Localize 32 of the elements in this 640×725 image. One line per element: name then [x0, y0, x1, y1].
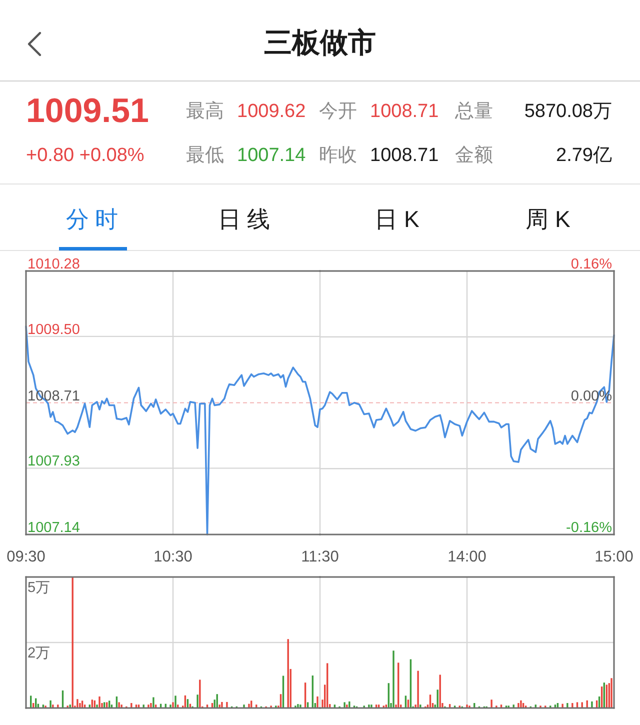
y-tick-label: 1009.50 — [28, 322, 80, 338]
x-tick-label: 09:30 — [6, 548, 46, 566]
text: 金额 — [455, 144, 493, 166]
text: 最高 — [186, 100, 224, 122]
x-tick-label: 15:00 — [594, 548, 634, 566]
text: 1008.71 — [370, 145, 439, 166]
text: 2.79亿 — [556, 145, 612, 166]
text: 今开 — [319, 101, 357, 122]
text: 三板做市 — [264, 27, 376, 58]
text: 1009.51 — [26, 92, 149, 130]
y-tick-label: 0.16% — [570, 256, 612, 272]
y-tick-label: 1007.93 — [28, 454, 80, 470]
y-tick-label: 1010.28 — [28, 256, 80, 272]
text: 1008.71 — [370, 101, 439, 122]
y-tick-label: 2万 — [28, 646, 51, 662]
x-tick-label: 10:30 — [154, 548, 193, 566]
y-tick-label: 1007.14 — [28, 520, 80, 536]
text: 1007.14 — [237, 145, 306, 166]
text: 周 K — [526, 206, 572, 232]
text: 昨收 — [319, 145, 357, 166]
text: 1009.62 — [237, 101, 306, 122]
x-tick-label: 11:30 — [301, 548, 340, 566]
x-tick-label: 14:00 — [448, 548, 487, 566]
y-tick-label: -0.16% — [566, 520, 612, 536]
text: 分 时 — [66, 206, 118, 232]
y-tick-label: 5万 — [28, 580, 51, 596]
text: 日 线 — [218, 206, 270, 232]
text: 最低 — [186, 145, 224, 166]
text: +0.80 +0.08% — [26, 145, 144, 166]
text: 日 K — [374, 206, 420, 232]
text: 5870.08万 — [524, 101, 612, 122]
text: 总量 — [454, 101, 493, 122]
